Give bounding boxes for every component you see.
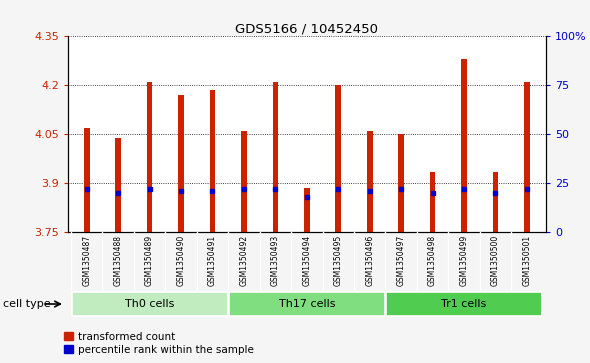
Bar <box>178 95 184 232</box>
Text: GSM1350496: GSM1350496 <box>365 235 374 286</box>
Bar <box>273 82 278 232</box>
Text: GSM1350499: GSM1350499 <box>460 235 468 286</box>
Text: Th17 cells: Th17 cells <box>278 299 335 309</box>
Text: cell type: cell type <box>3 299 51 309</box>
FancyBboxPatch shape <box>71 292 228 316</box>
Bar <box>241 131 247 232</box>
Bar <box>461 59 467 232</box>
Text: GSM1350497: GSM1350497 <box>396 235 405 286</box>
Bar <box>367 131 372 232</box>
Text: GSM1350500: GSM1350500 <box>491 235 500 286</box>
Text: Tr1 cells: Tr1 cells <box>441 299 487 309</box>
Text: GSM1350489: GSM1350489 <box>145 235 154 286</box>
Legend: transformed count, percentile rank within the sample: transformed count, percentile rank withi… <box>64 332 254 355</box>
Text: GSM1350488: GSM1350488 <box>114 235 123 286</box>
Bar <box>147 82 152 232</box>
FancyBboxPatch shape <box>386 292 542 316</box>
Bar <box>524 82 530 232</box>
Bar <box>304 188 310 232</box>
Bar <box>115 138 121 232</box>
Text: GSM1350490: GSM1350490 <box>176 235 185 286</box>
Bar <box>209 90 215 232</box>
Title: GDS5166 / 10452450: GDS5166 / 10452450 <box>235 22 378 35</box>
Text: GSM1350494: GSM1350494 <box>302 235 312 286</box>
Bar <box>335 85 341 232</box>
Text: GSM1350493: GSM1350493 <box>271 235 280 286</box>
Bar <box>84 128 90 232</box>
Bar <box>493 172 499 232</box>
Text: Th0 cells: Th0 cells <box>125 299 174 309</box>
Text: GSM1350491: GSM1350491 <box>208 235 217 286</box>
Text: GSM1350498: GSM1350498 <box>428 235 437 286</box>
Bar <box>430 172 435 232</box>
FancyBboxPatch shape <box>229 292 385 316</box>
Text: GSM1350501: GSM1350501 <box>522 235 532 286</box>
Text: GSM1350492: GSM1350492 <box>240 235 248 286</box>
Text: GSM1350495: GSM1350495 <box>334 235 343 286</box>
Bar <box>398 134 404 232</box>
Text: GSM1350487: GSM1350487 <box>82 235 91 286</box>
